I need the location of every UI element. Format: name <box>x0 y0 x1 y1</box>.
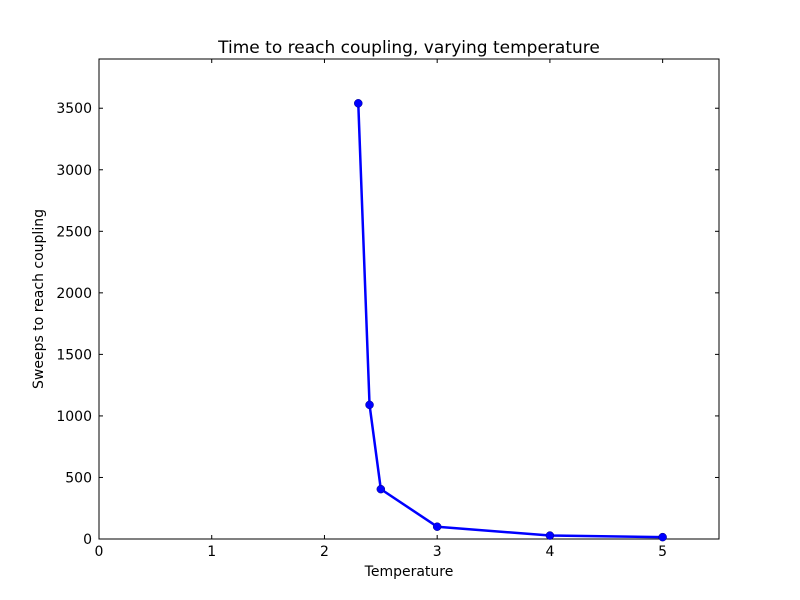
axis-tick-labels: 0 1 2 3 4 5 0 500 1000 1500 2000 2500 3000 3500 <box>56 101 667 560</box>
data-point <box>432 522 442 531</box>
x-tick-label: 1 <box>207 544 216 560</box>
chart-title: Time to reach coupling, varying temperat… <box>217 38 600 58</box>
plot-frame <box>98 58 720 540</box>
y-axis-label: Sweeps to reach coupling <box>31 209 47 389</box>
x-tick-label: 3 <box>433 544 442 560</box>
data-point <box>545 531 555 540</box>
y-tick-label: 500 <box>65 470 92 486</box>
x-tick-label: 5 <box>658 544 667 560</box>
y-tick-label: 2500 <box>56 224 92 240</box>
series-line <box>357 103 663 539</box>
series-group <box>354 99 667 542</box>
data-point <box>365 400 374 410</box>
y-tick-label: 3500 <box>56 101 92 117</box>
y-tick-label: 1000 <box>56 409 92 425</box>
x-tick-label: 4 <box>545 544 554 560</box>
x-axis-label: Temperature <box>364 564 454 580</box>
y-tick-label: 1500 <box>56 347 92 363</box>
x-tick-label: 0 <box>95 544 104 560</box>
x-tick-label: 2 <box>320 544 329 560</box>
data-point <box>658 532 667 542</box>
data-point <box>376 484 386 494</box>
y-tick-label: 3000 <box>56 163 92 179</box>
y-tick-label: 0 <box>83 532 92 548</box>
y-tick-label: 2000 <box>56 286 92 302</box>
data-point <box>354 99 363 108</box>
